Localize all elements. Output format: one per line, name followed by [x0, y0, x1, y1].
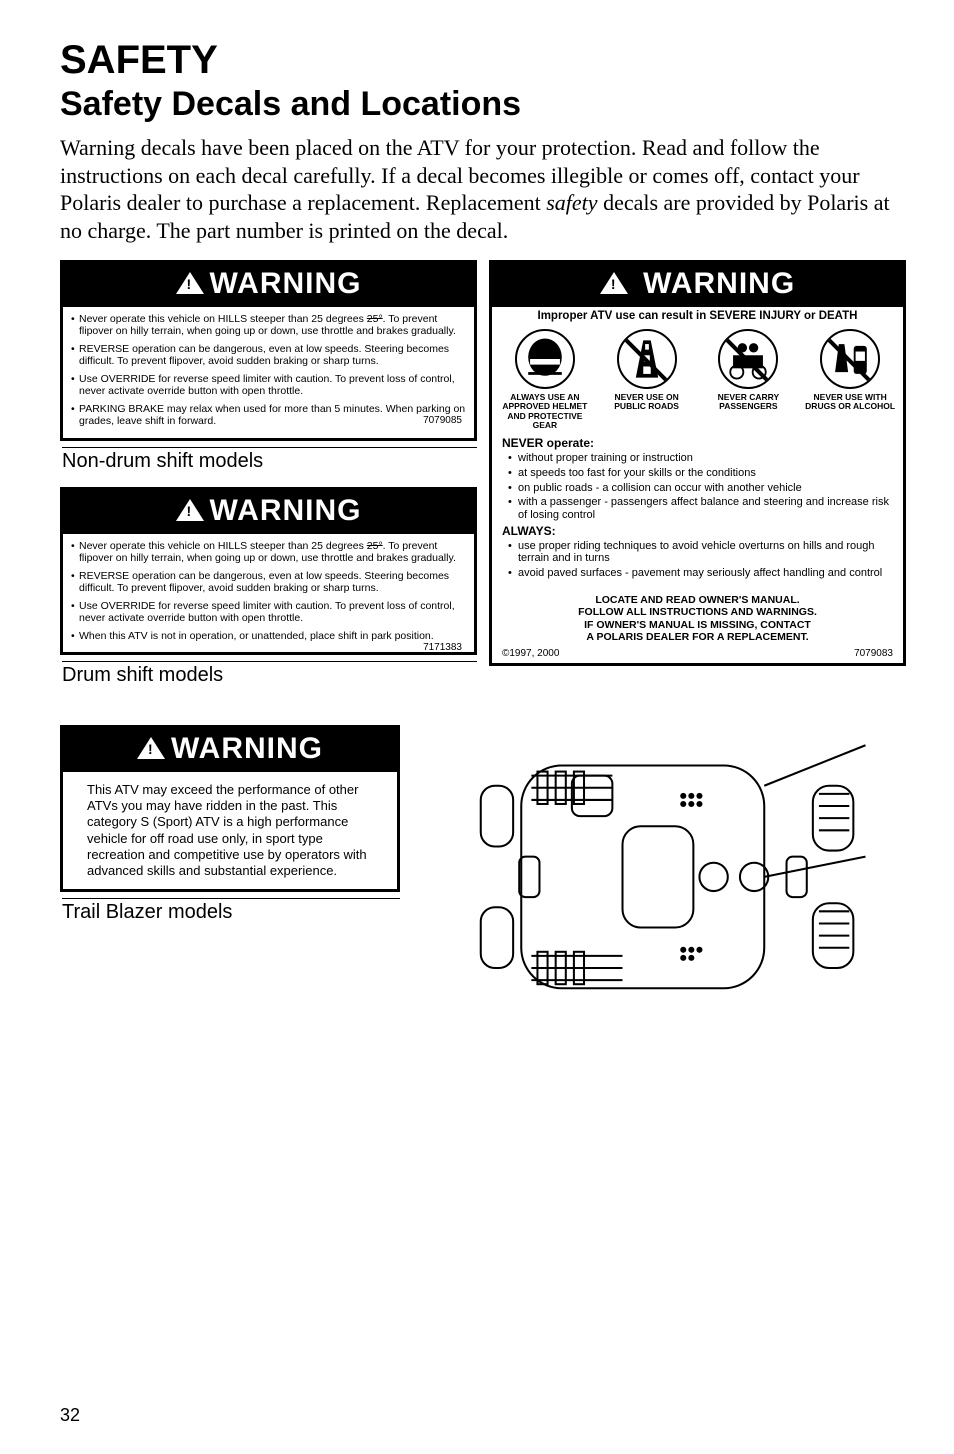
warn2-item-1: REVERSE operation can be dangerous, even… — [71, 570, 466, 594]
never-item-3: with a passenger - passengers affect bal… — [508, 496, 895, 521]
warn2-item-3: When this ATV is not in operation, or un… — [71, 630, 466, 642]
warn2-item-0: Never operate this vehicle on HILLS stee… — [71, 540, 466, 564]
locate-line-3: A POLARIS DEALER FOR A REPLACEMENT. — [512, 631, 883, 644]
left-column: WARNING Never operate this vehicle on HI… — [60, 260, 477, 701]
never-item-1: at speeds too fast for your skills or th… — [508, 467, 895, 480]
warn1-item-2: Use OVERRIDE for reverse speed limiter w… — [71, 373, 466, 397]
helmet-icon — [515, 329, 575, 389]
section-title: Safety Decals and Locations — [60, 85, 906, 124]
warning-body-1: Never operate this vehicle on HILLS stee… — [63, 307, 474, 438]
never-item-2: on public roads - a collision can occur … — [508, 482, 895, 495]
warning-header-text-1: WARNING — [210, 267, 362, 300]
warning-header-2: WARNING — [63, 490, 474, 534]
locate-line-2: IF OWNER'S MANUAL IS MISSING, CONTACT — [512, 619, 883, 632]
always-head: ALWAYS: — [502, 524, 895, 538]
icon-caption-2: NEVER CARRY PASSENGERS — [700, 393, 798, 412]
warning-triangle-icon — [176, 272, 204, 294]
always-item-1: avoid paved surfaces - pavement may seri… — [508, 567, 895, 580]
copyright-text: ©1997, 2000 — [502, 648, 559, 659]
roads-icon — [617, 329, 677, 389]
drugs-icon — [820, 329, 880, 389]
icon-cell-passengers: NEVER CARRY PASSENGERS — [700, 329, 798, 430]
sport-body: This ATV may exceed the performance of o… — [63, 772, 397, 890]
intro-em: safety — [546, 190, 597, 215]
warn1-item-3: PARKING BRAKE may relax when used for mo… — [71, 403, 466, 427]
warning-body-2: Never operate this vehicle on HILLS stee… — [63, 534, 474, 652]
passengers-icon — [718, 329, 778, 389]
locate-line-1: FOLLOW ALL INSTRUCTIONS AND WARNINGS. — [512, 606, 883, 619]
icon-cell-roads: NEVER USE ON PUBLIC ROADS — [598, 329, 696, 430]
bigwarn-partnum: 7079083 — [854, 648, 893, 659]
big-warning-box: WARNING Improper ATV use can result in S… — [489, 260, 906, 666]
warning-triangle-icon — [176, 499, 204, 521]
bottom-row: WARNING This ATV may exceed the performa… — [60, 725, 906, 1034]
warning-triangle-icon — [600, 272, 628, 294]
page-title: SAFETY — [60, 38, 906, 83]
atv-top-view-icon — [420, 725, 906, 1029]
never-head: NEVER operate: — [502, 436, 895, 450]
bigwarn-top-text: Improper ATV use can result in SEVERE IN… — [492, 307, 903, 325]
always-item-0: use proper riding techniques to avoid ve… — [508, 540, 895, 565]
icon-caption-1: NEVER USE ON PUBLIC ROADS — [598, 393, 696, 412]
intro-paragraph: Warning decals have been placed on the A… — [60, 134, 906, 244]
icon-row: ALWAYS USE AN APPROVED HELMET AND PROTEC… — [492, 325, 903, 432]
warn1-item-1: REVERSE operation can be dangerous, even… — [71, 343, 466, 367]
sport-warning-box: WARNING This ATV may exceed the performa… — [60, 725, 400, 893]
never-item-0: without proper training or instruction — [508, 452, 895, 465]
locate-block: LOCATE AND READ OWNER'S MANUAL. FOLLOW A… — [492, 588, 903, 646]
page-number: 32 — [60, 1405, 80, 1426]
locate-line-0: LOCATE AND READ OWNER'S MANUAL. — [512, 594, 883, 607]
sport-column: WARNING This ATV may exceed the performa… — [60, 725, 400, 939]
icon-caption-3: NEVER USE WITH DRUGS OR ALCOHOL — [801, 393, 899, 412]
model-label-1: Non-drum shift models — [62, 447, 477, 473]
big-warning-header: WARNING — [492, 263, 903, 307]
icon-caption-0: ALWAYS USE AN APPROVED HELMET AND PROTEC… — [496, 393, 594, 430]
warning-header-1: WARNING — [63, 263, 474, 307]
model-label-2: Drum shift models — [62, 661, 477, 687]
right-column: WARNING Improper ATV use can result in S… — [489, 260, 906, 701]
warning-box-2: WARNING Never operate this vehicle on HI… — [60, 487, 477, 655]
icon-cell-drugs: NEVER USE WITH DRUGS OR ALCOHOL — [801, 329, 899, 430]
columns: WARNING Never operate this vehicle on HI… — [60, 260, 906, 701]
warn2-item-2: Use OVERRIDE for reverse speed limiter w… — [71, 600, 466, 624]
warning-box-1: WARNING Never operate this vehicle on HI… — [60, 260, 477, 441]
warning-triangle-icon — [137, 737, 165, 759]
warning-header-text-2: WARNING — [210, 494, 362, 527]
icon-cell-helmet: ALWAYS USE AN APPROVED HELMET AND PROTEC… — [496, 329, 594, 430]
never-section: NEVER operate: without proper training o… — [492, 432, 903, 587]
sport-header-text: WARNING — [171, 732, 323, 765]
sport-warning-header: WARNING — [63, 728, 397, 772]
copyright-row: ©1997, 2000 7079083 — [492, 646, 903, 663]
warn1-item-0: Never operate this vehicle on HILLS stee… — [71, 313, 466, 337]
big-warning-header-text: WARNING — [643, 267, 795, 300]
atv-diagram — [420, 725, 906, 1034]
sport-label: Trail Blazer models — [62, 898, 400, 924]
